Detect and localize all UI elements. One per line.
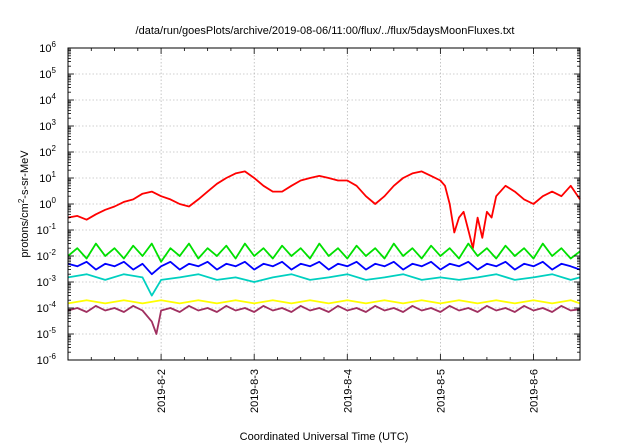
y-tick-label: 10-5 bbox=[37, 326, 57, 341]
series-line-2 bbox=[67, 242, 581, 263]
y-tick-label: 10-6 bbox=[37, 352, 57, 367]
series-line-3 bbox=[67, 273, 581, 297]
y-tick-label-base: 10 bbox=[37, 251, 49, 263]
x-tick-label: 2019-8-4 bbox=[342, 369, 354, 413]
y-tick-label: 103 bbox=[39, 118, 56, 133]
y-tick-label: 10-2 bbox=[37, 248, 57, 263]
series-line-4 bbox=[67, 260, 581, 276]
y-tick-label: 101 bbox=[39, 170, 56, 185]
y-tick-label-base: 10 bbox=[39, 147, 51, 159]
y-tick-label-exponent: -5 bbox=[49, 326, 57, 335]
y-tick-label-base: 10 bbox=[37, 225, 49, 237]
y-tick-label-base: 10 bbox=[39, 121, 51, 133]
series-line-1 bbox=[67, 170, 581, 250]
y-tick-label-exponent: 4 bbox=[52, 92, 57, 101]
y-tick-label-base: 10 bbox=[37, 303, 49, 315]
y-tick-label-exponent: 0 bbox=[52, 196, 57, 205]
y-axis: 10-610-510-410-310-210-11001011021031041… bbox=[37, 40, 580, 367]
data-series bbox=[67, 170, 581, 335]
y-axis-title-part2: -s-sr-MeV bbox=[19, 150, 31, 199]
y-axis-title: protons/cm2-s-sr-MeV bbox=[17, 150, 31, 258]
y-tick-label-exponent: 6 bbox=[52, 40, 57, 49]
x-tick-label: 2019-8-2 bbox=[156, 369, 168, 413]
y-tick-label-base: 10 bbox=[39, 173, 51, 185]
y-tick-label: 105 bbox=[39, 66, 56, 81]
chart-title: /data/run/goesPlots/archive/2019-08-06/1… bbox=[136, 25, 515, 37]
y-tick-label-exponent: -2 bbox=[49, 248, 57, 257]
y-tick-label: 104 bbox=[39, 92, 56, 107]
y-tick-label-exponent: -6 bbox=[49, 352, 57, 361]
y-tick-label: 102 bbox=[39, 144, 56, 159]
y-axis-title-superscript: 2 bbox=[17, 198, 26, 203]
y-tick-label-base: 10 bbox=[37, 277, 49, 289]
x-tick-label: 2019-8-5 bbox=[435, 369, 447, 413]
y-tick-label: 100 bbox=[39, 196, 56, 211]
y-tick-label-exponent: -4 bbox=[49, 300, 57, 309]
y-tick-label-base: 10 bbox=[37, 329, 49, 341]
y-tick-label-base: 10 bbox=[37, 355, 49, 367]
series-line-5 bbox=[67, 299, 581, 305]
y-tick-label-base: 10 bbox=[39, 43, 51, 55]
y-tick-label: 10-1 bbox=[37, 222, 57, 237]
y-tick-label-base: 10 bbox=[39, 199, 51, 211]
y-tick-label: 10-4 bbox=[37, 300, 57, 315]
y-tick-label-exponent: -3 bbox=[49, 274, 57, 283]
y-tick-label-exponent: 2 bbox=[52, 144, 57, 153]
y-tick-label-exponent: -1 bbox=[49, 222, 57, 231]
y-tick-label-base: 10 bbox=[39, 69, 51, 81]
x-axis: 2019-8-2 2019-8-3 2019-8-4 2019-8-5 2019-8-6 bbox=[90, 48, 581, 413]
series-line-6 bbox=[67, 304, 581, 335]
x-tick-label: 2019-8-6 bbox=[528, 369, 540, 413]
y-tick-label-exponent: 3 bbox=[52, 118, 57, 127]
x-axis-title: Coordinated Universal Time (UTC) bbox=[240, 431, 409, 443]
x-tick-label: 2019-8-3 bbox=[249, 369, 261, 413]
grid-lines bbox=[68, 48, 580, 360]
y-tick-label: 106 bbox=[39, 40, 56, 55]
y-tick-label: 10-3 bbox=[37, 274, 57, 289]
y-tick-label-exponent: 1 bbox=[52, 170, 57, 179]
y-axis-title-part1: protons/cm bbox=[19, 203, 31, 257]
y-tick-label-base: 10 bbox=[39, 95, 51, 107]
y-tick-label-exponent: 5 bbox=[52, 66, 57, 75]
